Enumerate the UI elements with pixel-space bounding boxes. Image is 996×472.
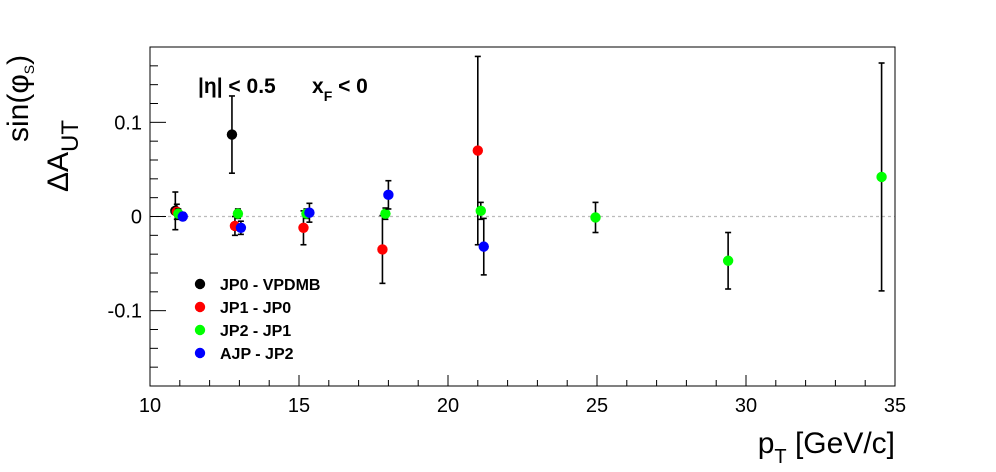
legend-marker [194, 347, 206, 359]
data-point [472, 145, 483, 156]
data-point [475, 205, 486, 217]
legend-label: JP1 - JP0 [220, 300, 291, 317]
data-point [235, 222, 247, 233]
legend-label: JP0 - VPDMB [220, 277, 320, 294]
x-axis-title-unit: [GeV/c] [787, 427, 895, 460]
x-axis-title: pT [GeV/c] [758, 427, 895, 468]
x-tick-label: 15 [288, 395, 310, 417]
data-points [170, 55, 887, 292]
eta-cut-label: |η| < 0.5 [198, 75, 276, 98]
y-tick-label: 0 [131, 207, 142, 229]
data-point [380, 208, 391, 219]
y-axis-sup-subscript: S [21, 65, 37, 74]
legend-label: JP2 - JP1 [220, 323, 291, 340]
y-axis-sup-main: sin(φ [2, 74, 35, 142]
xf-subscript: F [324, 88, 333, 104]
xf-main: x [312, 75, 324, 98]
y-tick-label: 0.1 [114, 112, 142, 134]
y-axis-sup-end: ) [2, 55, 35, 65]
x-tick-label: 10 [139, 395, 161, 417]
y-axis-title-subscript: UT [57, 120, 84, 152]
data-point [478, 241, 489, 252]
data-point [876, 171, 887, 183]
y-tick-label: -0.1 [108, 301, 142, 323]
xf-cut-label: xF < 0 [312, 75, 368, 104]
x-tick-label: 20 [437, 395, 459, 417]
legend-label: AJP - JP2 [220, 346, 294, 363]
legend-marker [194, 278, 206, 290]
data-point [304, 207, 315, 218]
legend-marker [194, 301, 206, 313]
y-axis-title: ΔAUT sin(φS) [2, 55, 84, 192]
legend-marker [194, 324, 206, 336]
data-point [377, 244, 388, 255]
y-axis-title-superscript: sin(φS) [2, 55, 37, 142]
series-ajp-jp2 [177, 179, 489, 276]
x-tick-label: 35 [884, 395, 906, 417]
axes: 10 15 20 25 30 35 -0.1 0 0.1 [108, 65, 906, 417]
data-point [232, 208, 244, 219]
data-point [383, 189, 394, 201]
data-point [226, 129, 238, 140]
data-point [298, 222, 309, 233]
legend: JP0 - VPDMB JP1 - JP0 JP2 - JP1 AJP - JP2 [194, 277, 320, 363]
x-axis-title-subscript: T [774, 446, 786, 468]
x-tick-label: 30 [735, 395, 757, 417]
data-point [177, 211, 188, 222]
kinematic-annotation: |η| < 0.5 xF < 0 [198, 75, 368, 104]
x-axis-title-main: p [758, 427, 775, 460]
data-point [590, 212, 601, 223]
x-tick-label: 25 [586, 395, 608, 417]
y-axis-title-text: ΔAUT [42, 120, 84, 192]
y-axis-title-main: ΔA [42, 152, 75, 192]
data-point [722, 255, 734, 266]
xf-rest: < 0 [332, 75, 368, 98]
series-jp2-jp1 [173, 62, 887, 292]
